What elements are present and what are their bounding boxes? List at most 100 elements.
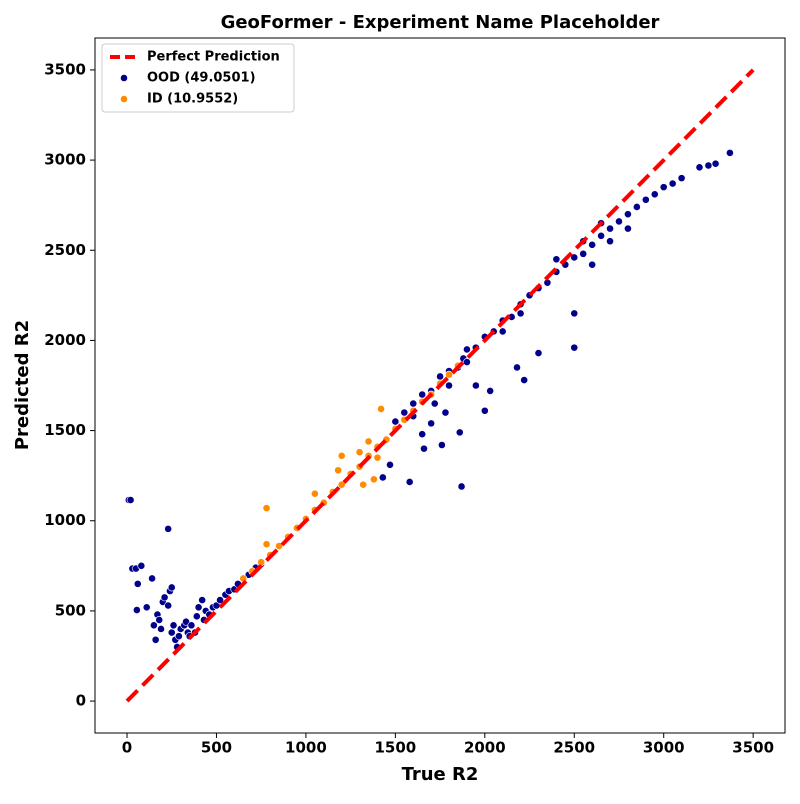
scatter-point (216, 596, 224, 604)
scatter-point (378, 473, 387, 482)
scatter-point (520, 376, 529, 384)
y-tick-label: 1500 (44, 421, 86, 439)
scatter-point (337, 451, 346, 460)
scatter-point (418, 430, 427, 439)
scatter-point (711, 159, 720, 168)
scatter-point (624, 210, 632, 219)
scatter-point (310, 489, 319, 498)
x-tick-label: 3500 (732, 739, 774, 757)
scatter-point (192, 612, 201, 621)
scatter-point (597, 231, 605, 240)
scatter-point (445, 370, 453, 379)
scatter-point (726, 148, 734, 157)
scatter-point (167, 628, 176, 637)
scatter-point (650, 190, 659, 199)
scatter-point (364, 437, 373, 446)
scatter-point (164, 601, 173, 610)
y-tick-label: 2500 (44, 241, 86, 259)
scatter-point (169, 621, 178, 630)
scatter-point (160, 593, 169, 602)
scatter-point (164, 524, 173, 533)
scatter-point (436, 372, 444, 381)
scatter-point (570, 253, 579, 262)
scatter-point (498, 327, 507, 336)
scatter-point (142, 603, 151, 612)
scatter-point (513, 363, 521, 372)
scatter-point (182, 617, 190, 626)
scatter-point (668, 179, 677, 188)
scatter-point (441, 408, 450, 417)
scatter-point (677, 174, 686, 183)
scatter-point (463, 345, 471, 354)
scatter-point (418, 390, 427, 399)
scatter-point (704, 161, 713, 170)
axes-frame (94, 37, 786, 734)
scatter-point (257, 558, 266, 567)
scatter-point (606, 237, 614, 246)
scatter-point (632, 203, 641, 211)
scatter-point (373, 453, 382, 462)
y-tick-label: 3000 (44, 151, 86, 169)
scatter-point (457, 482, 466, 491)
scatter-point (386, 460, 394, 469)
scatter-point (262, 504, 271, 513)
scatter-point (486, 387, 495, 395)
y-tick-label: 2000 (44, 331, 86, 349)
x-tick-label: 1000 (285, 739, 327, 757)
scatter-point (157, 625, 165, 633)
scatter-point (570, 309, 579, 318)
scatter-point (137, 561, 146, 570)
scatter-point (579, 249, 588, 258)
y-tick-label: 3500 (44, 60, 86, 78)
scatter-point (359, 480, 368, 489)
scatter-point (445, 381, 453, 390)
scatter-point (133, 579, 142, 588)
scatter-point (187, 621, 196, 630)
scatter-point (606, 224, 614, 233)
scatter-point (480, 406, 489, 415)
scatter-point (194, 603, 203, 612)
scatter-point (420, 444, 428, 453)
scatter-point (198, 596, 207, 604)
scatter-point (151, 635, 160, 644)
legend-label: Perfect Prediction (147, 50, 280, 65)
scatter-point (516, 309, 525, 318)
scatter-point (167, 583, 176, 592)
scatter-point (262, 540, 271, 549)
x-tick-label: 2500 (553, 739, 595, 757)
scatter-point (337, 480, 346, 489)
scatter-point (334, 466, 343, 475)
scatter-point (463, 358, 471, 366)
scatter-point (427, 419, 436, 428)
scatter-point (391, 417, 400, 426)
plot-area (124, 68, 755, 703)
scatter-point (659, 183, 668, 192)
scatter-point (615, 217, 623, 226)
legend-box (101, 43, 295, 113)
legend: Perfect Prediction OOD (49.0501) ID (10.95… (101, 43, 295, 113)
x-axis-label: True R2 (402, 764, 479, 785)
scatter-point (409, 399, 418, 408)
scatter-point (695, 163, 704, 172)
scatter-point (369, 475, 378, 484)
y-tick-label: 500 (55, 601, 86, 619)
scatter-point (471, 381, 480, 390)
scatter-point (543, 278, 552, 287)
scatter-point (437, 441, 446, 449)
scatter-point (588, 240, 597, 249)
scatter-point (149, 621, 158, 630)
scatter-point (175, 632, 183, 641)
y-tick-label: 1000 (44, 511, 86, 529)
x-tick-label: 1500 (374, 739, 416, 757)
x-tick-label: 500 (201, 739, 232, 757)
y-axis-label: Predicted R2 (12, 320, 33, 450)
scatter-point (132, 606, 141, 614)
x-tick-label: 0 (122, 739, 132, 757)
scatter-point (455, 428, 464, 437)
scatter-point (570, 343, 579, 352)
perfect-prediction-line (125, 68, 755, 703)
scatter-point (552, 255, 561, 264)
scatter-point (430, 399, 439, 408)
